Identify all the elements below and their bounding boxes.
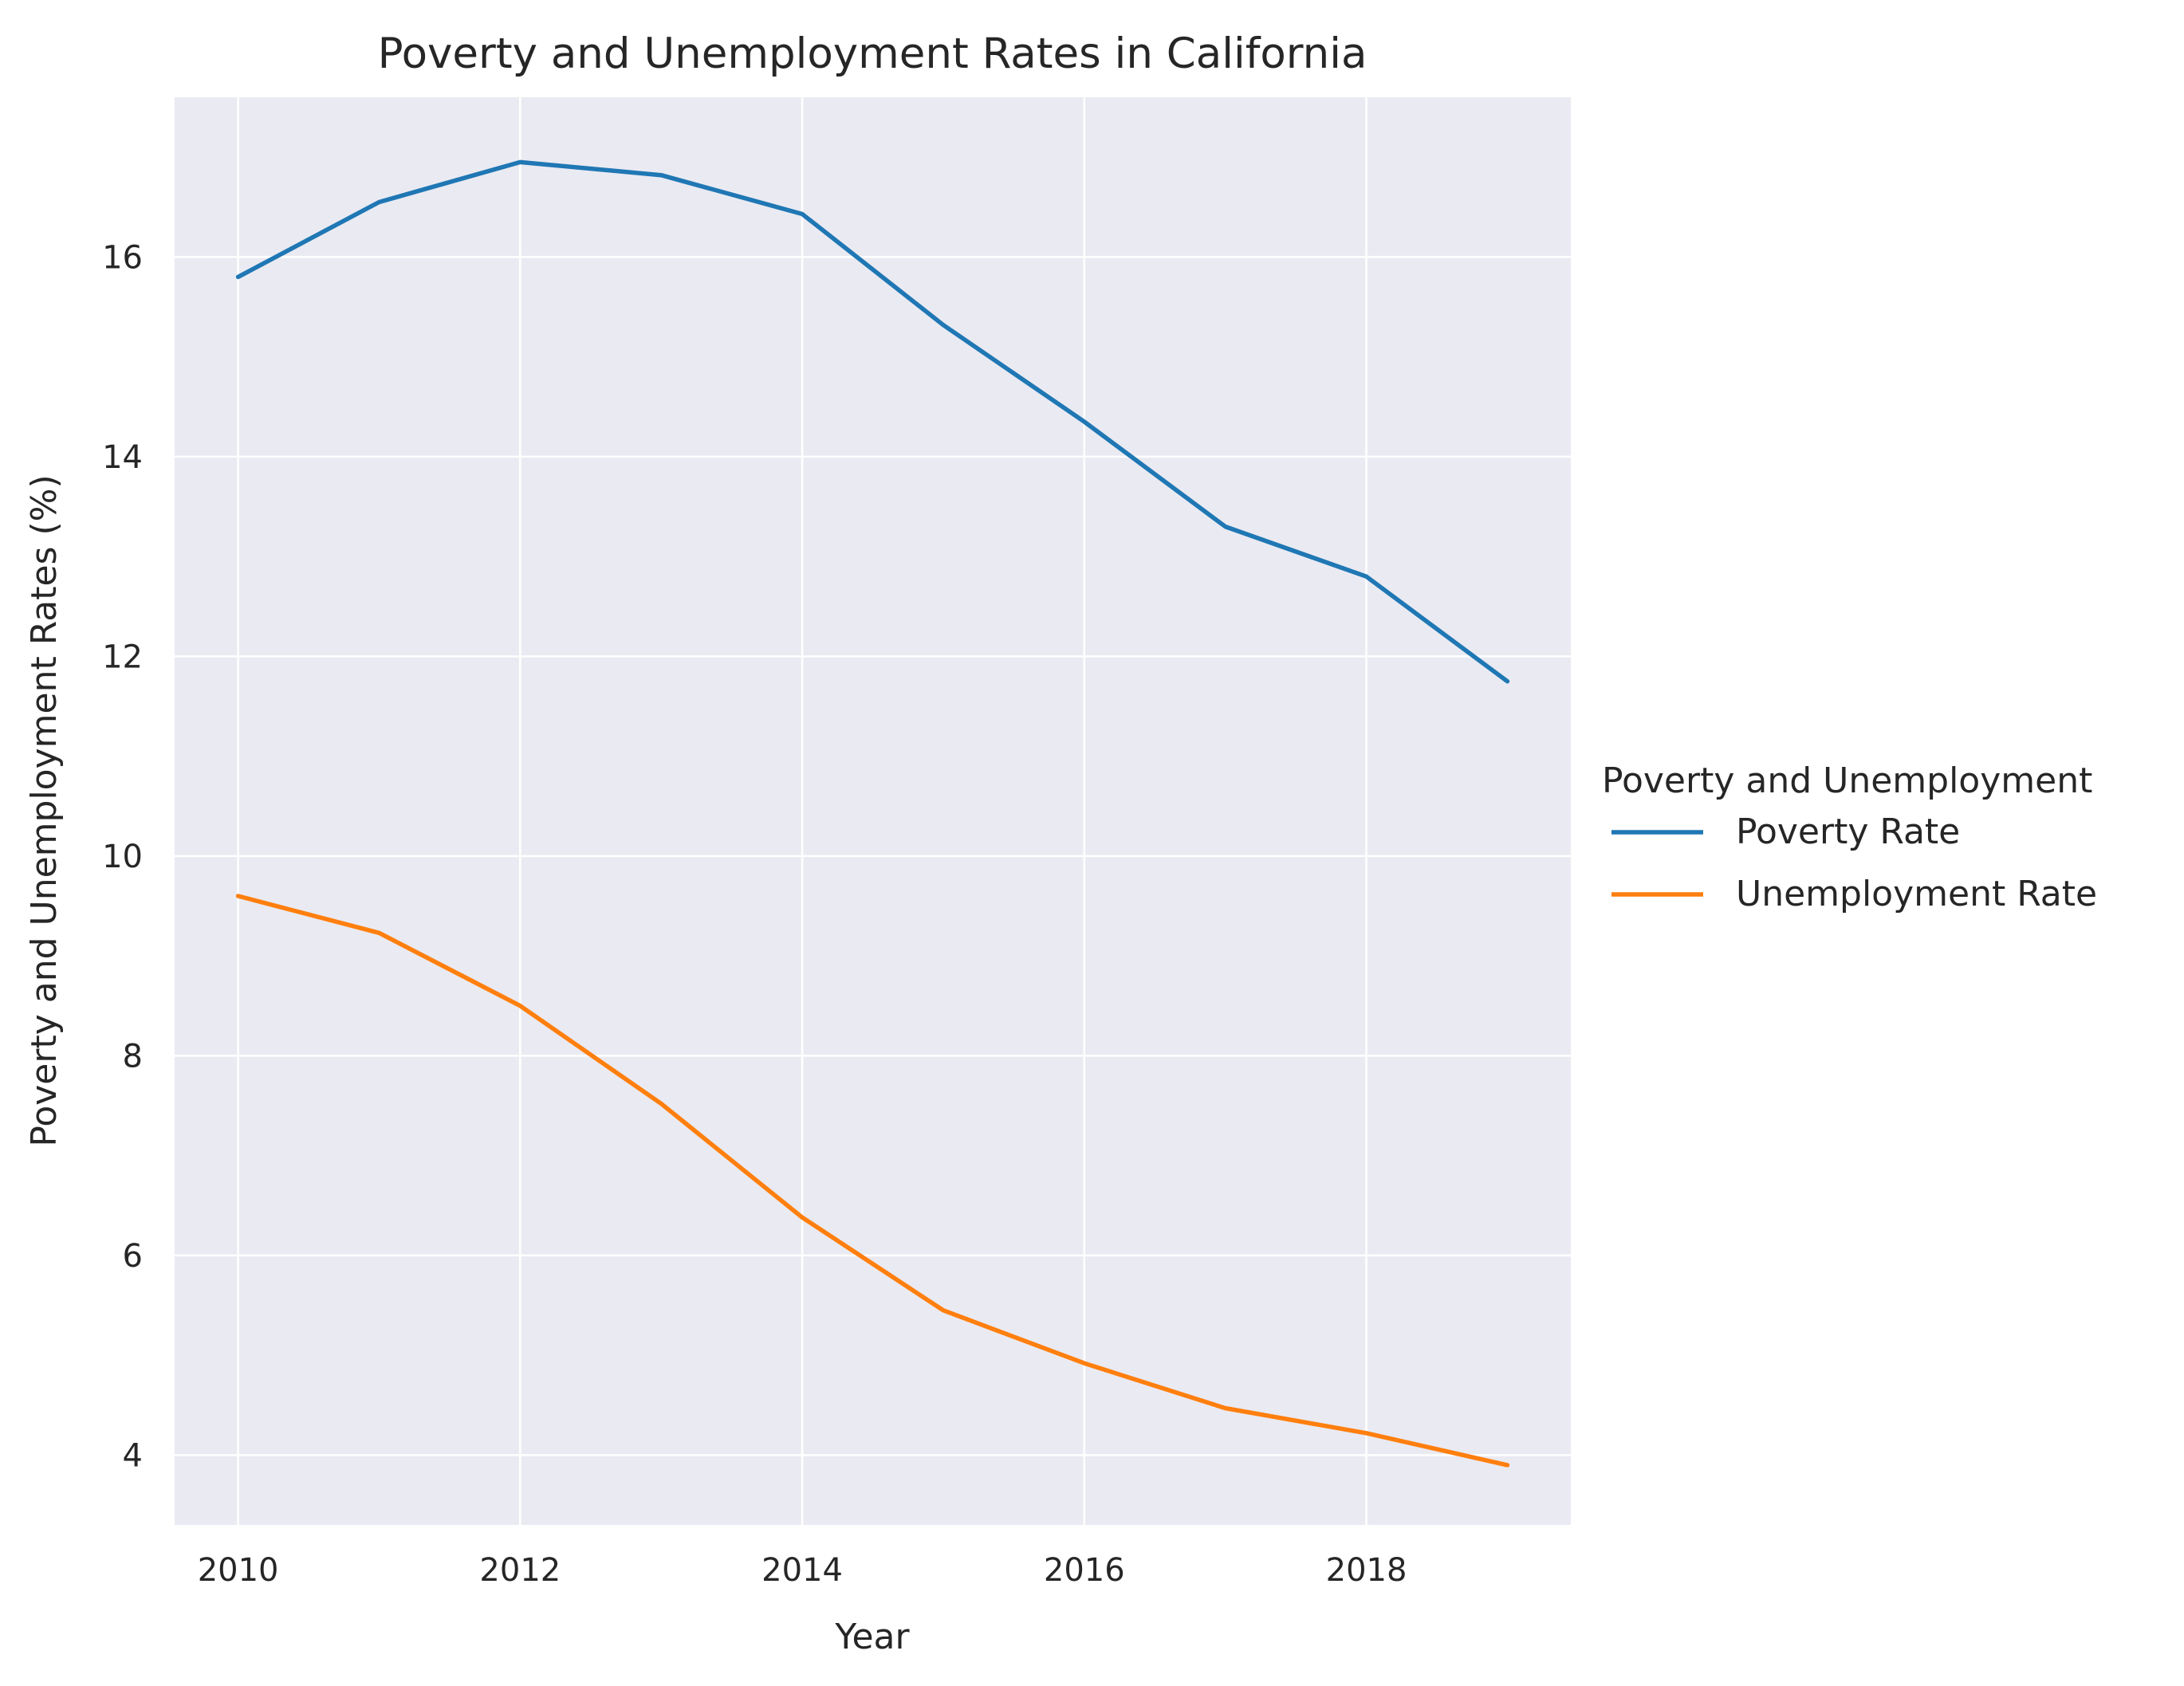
y-tick-label: 14 (102, 439, 143, 476)
x-tick-label: 2010 (198, 1552, 279, 1589)
legend-title: Poverty and Unemployment (1602, 760, 2092, 801)
y-tick-label: 4 (123, 1437, 143, 1474)
x-axis-title: Year (834, 1617, 910, 1657)
series-line-poverty-rate (235, 159, 1510, 684)
legend: Poverty and Unemployment Poverty Rate Une… (1602, 760, 2097, 914)
x-tick-label: 2012 (479, 1552, 561, 1589)
y-axis-title: Poverty and Unemployment Rates (%) (24, 474, 65, 1146)
legend-label: Poverty Rate (1736, 812, 1960, 852)
y-tick-label: 10 (102, 839, 143, 875)
plot-area (175, 97, 1571, 1525)
y-tick-label: 16 (102, 239, 143, 276)
grid-lines (175, 97, 1571, 1525)
series-line-unemployment-rate (235, 894, 1510, 1468)
x-tick-label: 2018 (1326, 1552, 1407, 1589)
x-tick-label: 2014 (761, 1552, 843, 1589)
y-tick-label: 6 (123, 1238, 143, 1275)
y-tick-label: 8 (123, 1038, 143, 1075)
series-lines (235, 159, 1510, 1468)
y-axis-ticks: 4 6 8 10 12 14 16 (102, 239, 143, 1474)
y-tick-label: 12 (102, 639, 143, 675)
chart-title: Poverty and Unemployment Rates in Califo… (378, 29, 1367, 78)
x-tick-label: 2016 (1044, 1552, 1125, 1589)
x-axis-ticks: 2010 2012 2014 2016 2018 (198, 1552, 1407, 1589)
legend-label: Unemployment Rate (1736, 874, 2097, 914)
